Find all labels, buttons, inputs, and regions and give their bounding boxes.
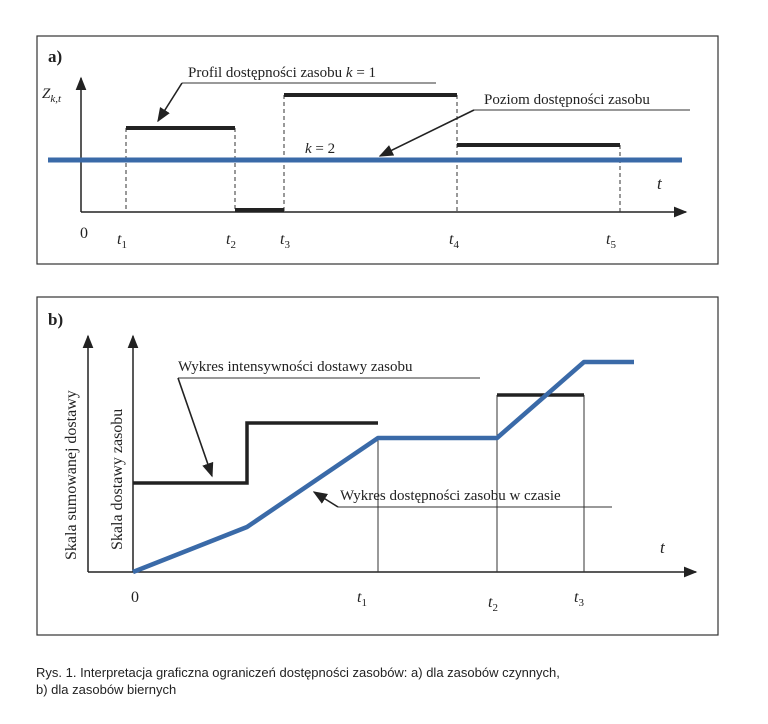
annotation-profile-text: Profil dostępności zasobu k = 1 (188, 65, 376, 81)
panel-a-drop-lines (125, 95, 621, 212)
figure: a) Zk,t 0 t Profil dostępności zasobu k … (36, 35, 719, 636)
intensity-step-line (133, 421, 378, 485)
panel-a-label: a) (48, 47, 62, 66)
panel-b-outer-y-label: Skala sumowanej dostawy (63, 390, 80, 560)
annotation-intensity-arrow (177, 377, 214, 478)
figure-caption: Rys. 1. Interpretacja graficzna ogranicz… (36, 664, 736, 698)
panel-b-ticks: t1 t2 t3 (357, 589, 584, 614)
caption-line-1: Rys. 1. Interpretacja graficzna ogranicz… (36, 665, 560, 680)
tick-b-t1: t1 (357, 589, 367, 609)
panel-a: a) Zk,t 0 t Profil dostępności zasobu k … (36, 35, 719, 265)
tick-a-t3: t3 (280, 231, 290, 251)
tick-b-t2: t2 (488, 594, 498, 614)
panel-a-t-label: t (657, 174, 663, 193)
caption-line-2: b) dla zasobów biernych (36, 682, 177, 697)
panel-a-ticks: t1 t2 t3 t4 t5 (117, 231, 616, 251)
tick-a-t1: t1 (117, 231, 127, 251)
availability-curve (132, 359, 634, 575)
tick-b-t3: t3 (574, 589, 584, 609)
panel-b-frame (36, 296, 719, 636)
annotation-level-arrow (378, 109, 475, 157)
panel-a-profile (126, 93, 620, 212)
annotation-k2: k = 2 (305, 141, 335, 157)
panel-a-y-label: Zk,t (42, 86, 62, 105)
panel-b-origin: 0 (131, 589, 139, 606)
panel-a-origin: 0 (80, 225, 88, 242)
panel-b-inner-y-label: Skala dostawy zasobu (109, 409, 126, 550)
tick-a-t5: t5 (606, 231, 616, 251)
annotation-intensity-text: Wykres intensywności dostawy zasobu (178, 359, 413, 375)
annotation-level-text: Poziom dostępności zasobu (484, 92, 650, 108)
panel-b: b) Skala sumowanej dostawy Skala dostawy… (36, 296, 719, 636)
panel-b-label: b) (48, 310, 63, 329)
tick-a-t2: t2 (226, 231, 236, 251)
annotation-availability-text: Wykres dostępności zasobu w czasie (340, 488, 561, 504)
tick-a-t4: t4 (449, 231, 459, 251)
annotation-availability-arrow (312, 491, 339, 508)
panel-a-frame (36, 35, 719, 265)
panel-b-t-label: t (660, 538, 666, 557)
panel-b-drop-lines (377, 395, 585, 572)
annotation-profile-arrow (157, 82, 183, 123)
